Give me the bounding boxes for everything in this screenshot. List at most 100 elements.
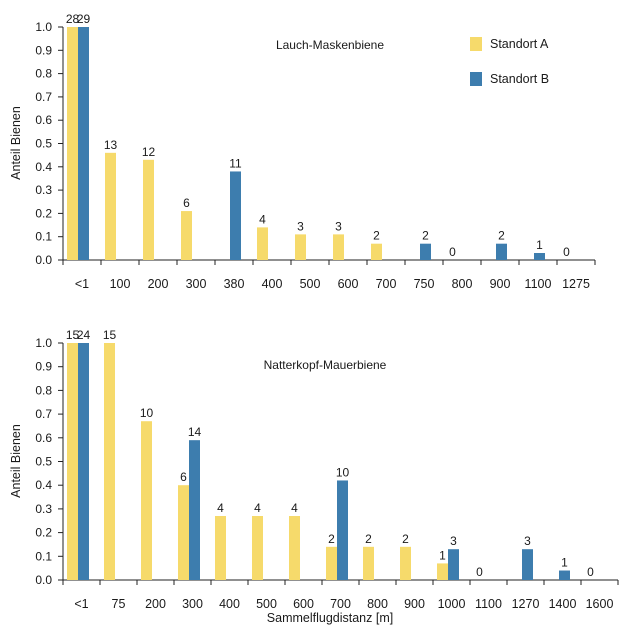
x-tick-label: 500 xyxy=(256,597,277,611)
y-tick-label: 0.2 xyxy=(35,526,52,540)
data-label: 2 xyxy=(402,532,409,546)
y-tick-label: 1.0 xyxy=(35,336,52,350)
bar-standort-a xyxy=(257,227,268,260)
y-tick-label: 0.0 xyxy=(35,253,52,267)
chart-1: 0.00.10.20.30.40.50.60.70.80.91.0<1 100 20… xyxy=(9,12,596,291)
data-label: 3 xyxy=(297,219,304,233)
chart-2: 0.00.10.20.30.40.50.60.70.80.91.0<1 75 200… xyxy=(9,328,619,625)
data-label: 11 xyxy=(229,156,242,170)
data-label: 2 xyxy=(422,229,429,243)
data-label: 0 xyxy=(476,565,483,579)
x-tick-label: <1 xyxy=(74,597,88,611)
y-tick-label: 0.7 xyxy=(35,407,52,421)
y-tick-label: 0.8 xyxy=(35,67,52,81)
bar-standort-b xyxy=(78,27,89,260)
bar-standort-a xyxy=(295,234,306,260)
x-axis-label: Sammelflugdistanz [m] xyxy=(267,611,393,625)
bar-standort-a xyxy=(371,243,382,260)
data-label: 28 xyxy=(66,12,80,26)
data-label: 1 xyxy=(439,548,446,562)
y-tick-label: 0.9 xyxy=(35,360,52,374)
x-tick-label: 300 xyxy=(182,597,203,611)
chart-title: Natterkopf-Mauerbiene xyxy=(264,358,387,372)
y-tick-label: 0.5 xyxy=(35,137,52,151)
x-tick-label: 1270 xyxy=(512,597,540,611)
data-label: 1 xyxy=(536,238,543,252)
bar-standort-b xyxy=(420,243,431,260)
bar-standort-a xyxy=(67,27,78,260)
y-tick-label: 0.3 xyxy=(35,183,52,197)
x-tick-label: <1 xyxy=(75,277,89,291)
x-tick-label: 1400 xyxy=(549,597,577,611)
data-label: 4 xyxy=(217,501,224,515)
bar-standort-a xyxy=(104,343,115,580)
data-label: 3 xyxy=(335,219,342,233)
y-axis-label: Anteil Bienen xyxy=(9,424,23,498)
x-tick-label: 400 xyxy=(219,597,240,611)
bar-standort-a xyxy=(141,421,152,580)
data-label: 15 xyxy=(103,328,117,342)
y-tick-label: 0.4 xyxy=(35,160,52,174)
bar-standort-a xyxy=(143,159,154,260)
x-tick-label: 1275 xyxy=(562,277,590,291)
legend-swatch xyxy=(470,37,482,51)
legend-swatch xyxy=(470,72,482,86)
y-tick-label: 0.2 xyxy=(35,206,52,220)
y-tick-label: 0.4 xyxy=(35,478,52,492)
legend: Standort A Standort B xyxy=(470,37,549,86)
data-label: 13 xyxy=(104,138,118,152)
bar-standort-b xyxy=(189,440,200,580)
y-tick-label: 0.5 xyxy=(35,455,52,469)
x-tick-label: 1100 xyxy=(475,597,502,611)
data-label: 4 xyxy=(254,501,261,515)
legend-label: Standort B xyxy=(490,72,549,86)
data-label: 10 xyxy=(336,465,350,479)
bar-standort-b xyxy=(337,480,348,580)
y-tick-label: 0.1 xyxy=(35,230,52,244)
y-tick-label: 0.1 xyxy=(35,549,52,563)
bar-standort-a xyxy=(215,516,226,580)
bar-standort-a xyxy=(105,152,116,260)
bar-standort-a xyxy=(181,211,192,260)
data-label: 2 xyxy=(373,229,380,243)
data-label: 24 xyxy=(77,328,91,342)
bar-standort-b xyxy=(534,253,545,260)
x-tick-label: 600 xyxy=(338,277,359,291)
data-label: 15 xyxy=(66,328,80,342)
bar-standort-a xyxy=(67,343,78,580)
x-tick-label: 900 xyxy=(404,597,425,611)
bar-standort-b xyxy=(230,171,241,260)
x-tick-label: 1100 xyxy=(525,277,552,291)
x-tick-label: 1000 xyxy=(438,597,466,611)
x-tick-label: 1600 xyxy=(586,597,614,611)
data-label: 12 xyxy=(142,145,156,159)
y-tick-label: 0.8 xyxy=(35,383,52,397)
data-label: 2 xyxy=(365,532,372,546)
data-label: 0 xyxy=(449,245,456,259)
chart-title: Lauch-Maskenbiene xyxy=(276,38,384,52)
data-label: 1 xyxy=(561,556,568,570)
x-tick-label: 750 xyxy=(414,277,435,291)
data-label: 10 xyxy=(140,406,154,420)
y-tick-label: 0.6 xyxy=(35,113,52,127)
data-label: 14 xyxy=(188,425,202,439)
data-label: 29 xyxy=(77,12,91,26)
x-tick-label: 700 xyxy=(376,277,397,291)
y-axis-label: Anteil Bienen xyxy=(9,106,23,180)
bar-standort-b xyxy=(496,243,507,260)
data-label: 2 xyxy=(498,229,505,243)
y-tick-label: 0.9 xyxy=(35,43,52,57)
data-label: 4 xyxy=(259,212,266,226)
bar-standort-a xyxy=(333,234,344,260)
x-tick-label: 900 xyxy=(490,277,511,291)
data-label: 3 xyxy=(450,534,457,548)
x-tick-label: 75 xyxy=(112,597,126,611)
x-tick-label: 100 xyxy=(110,277,131,291)
bar-standort-a xyxy=(252,516,263,580)
data-label: 0 xyxy=(587,565,594,579)
bar-standort-a xyxy=(326,546,337,580)
x-tick-label: 600 xyxy=(293,597,314,611)
data-label: 6 xyxy=(183,196,190,210)
x-tick-label: 700 xyxy=(330,597,351,611)
bar-standort-b xyxy=(78,343,89,580)
